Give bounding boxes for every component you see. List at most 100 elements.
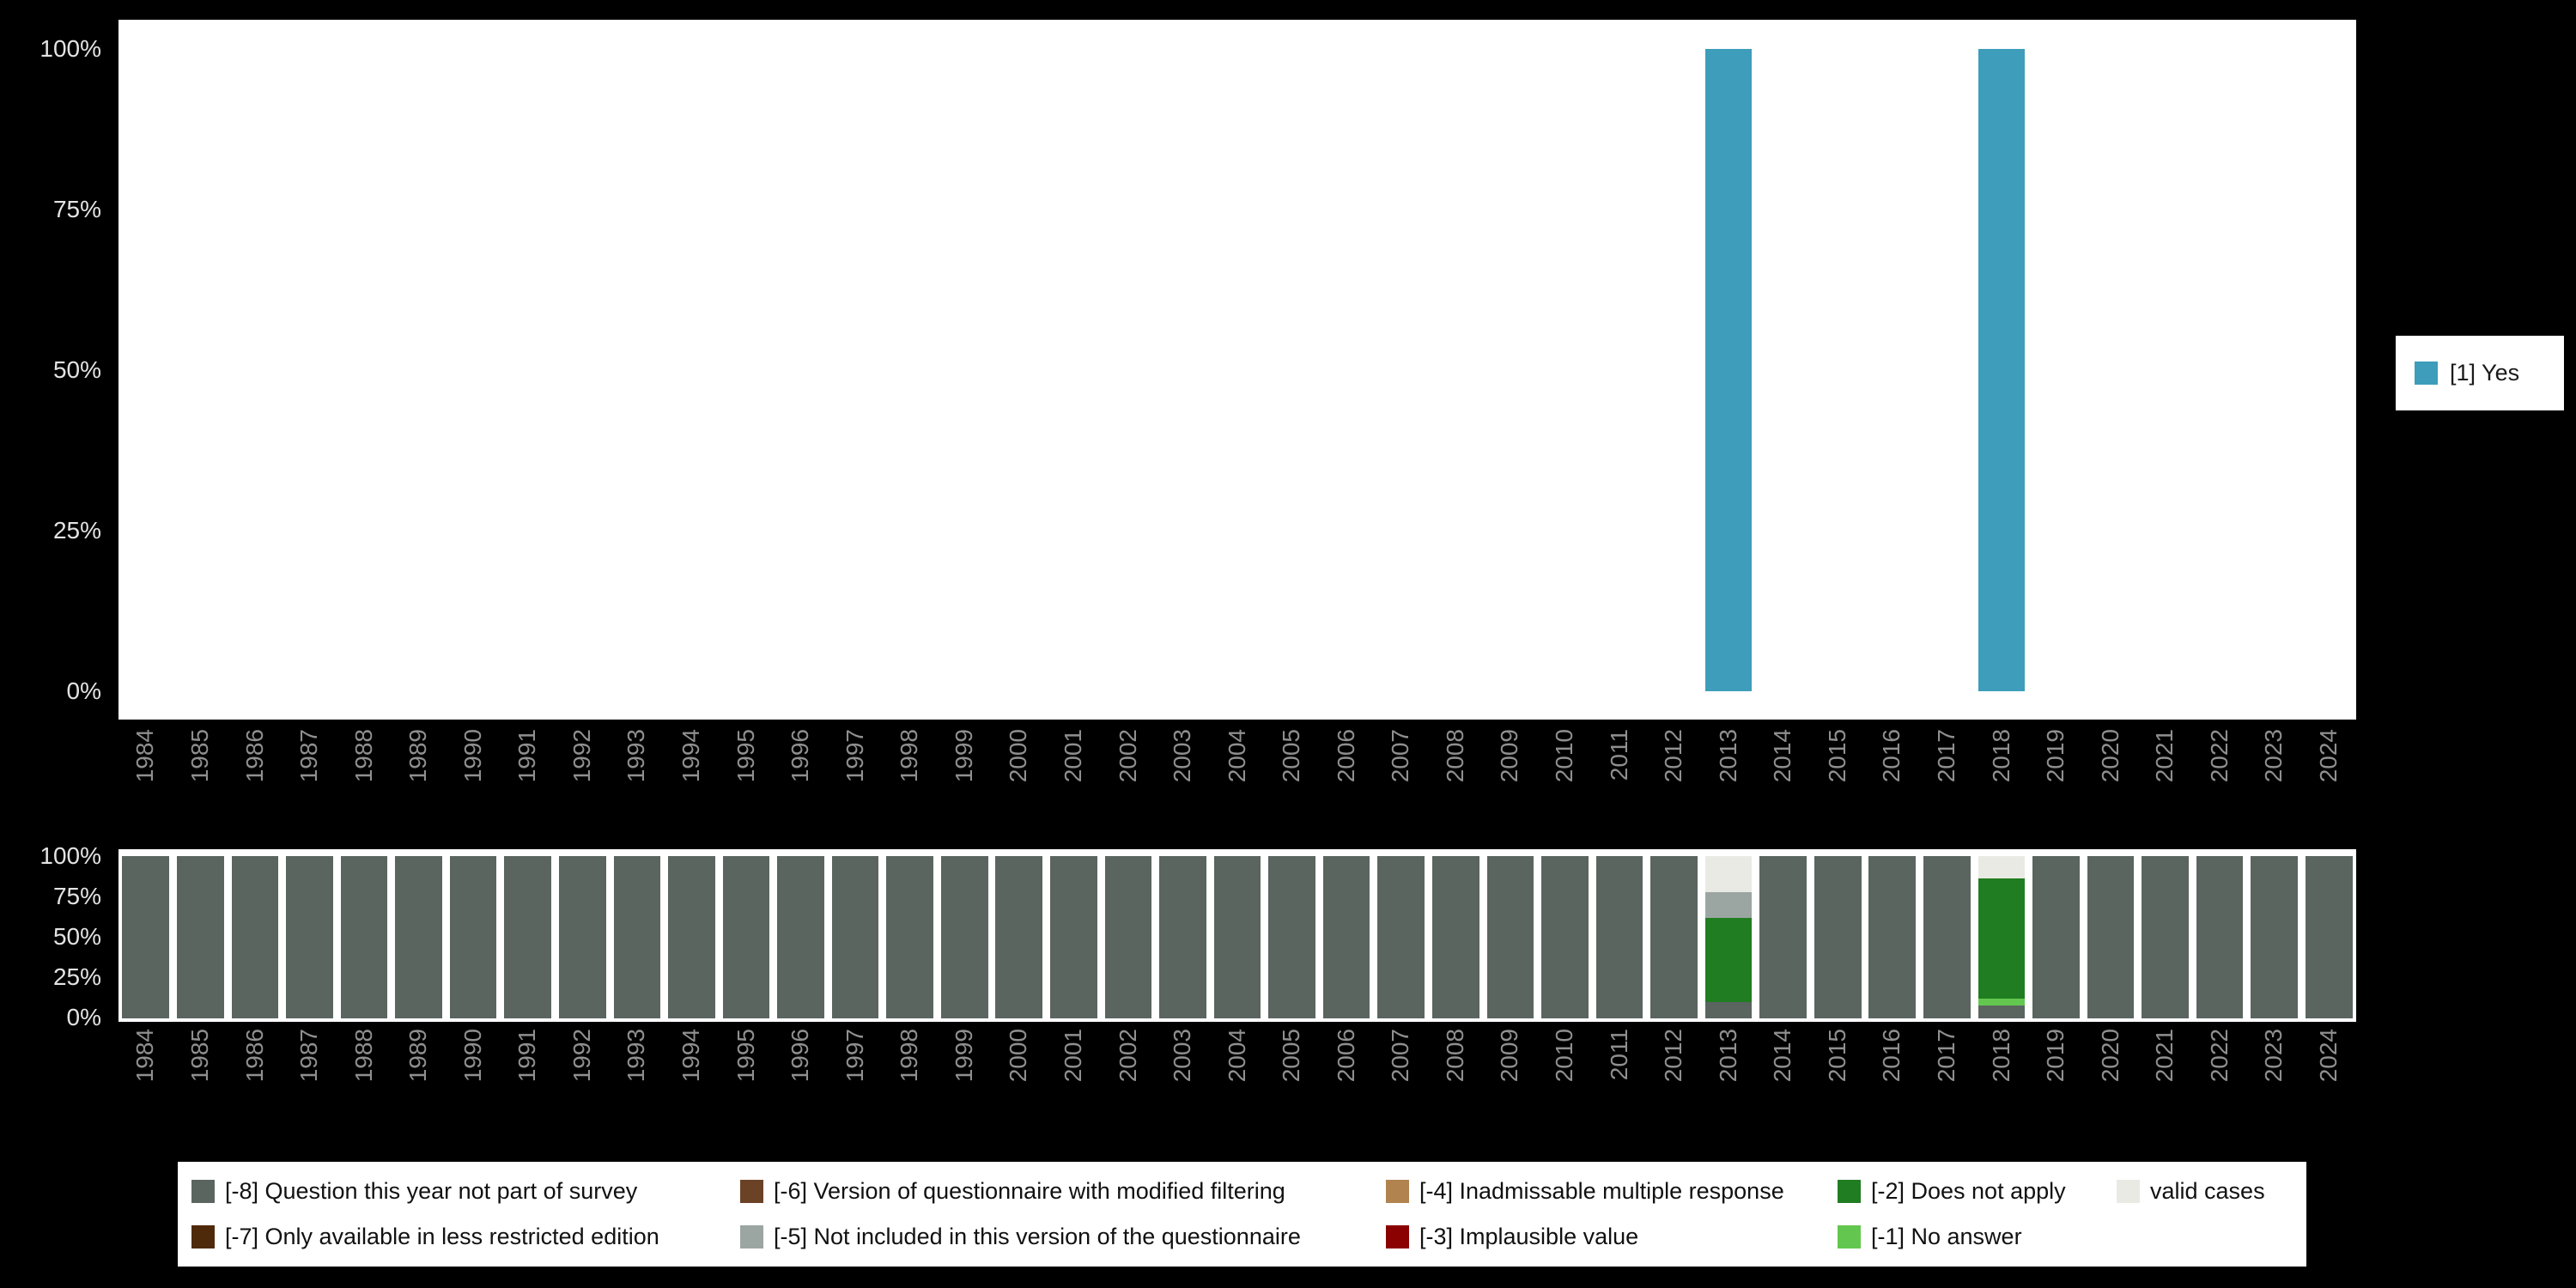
stacked-bar-2020 [2087,856,2135,1018]
bar-slot-1987 [283,49,337,691]
legend-label: [-4] Inadmissable multiple response [1419,1178,1784,1204]
x-tick-slot: 2020 [2083,729,2138,830]
stacked-bar-1997 [831,856,879,1018]
x-tick-2023: 2023 [2260,729,2287,783]
x-tick-slot: 1997 [828,729,883,830]
stacked-bar-slot-2012 [1647,856,1702,1018]
legend-swatch [1838,1225,1861,1249]
x-tick-1995: 1995 [732,729,759,783]
x-tick-slot: 2001 [1047,1029,1102,1130]
x-tick-slot: 2001 [1047,729,1102,830]
x-tick-2021: 2021 [2151,729,2178,783]
bar-slot-2008 [1429,49,1484,691]
bar-slot-1994 [665,49,720,691]
stacked-bar-slot-2017 [1920,856,1975,1018]
stacked-bar-1992 [558,856,606,1018]
segment [1431,856,1479,1018]
stacked-bar-1995 [722,856,770,1018]
legend-label: [-3] Implausible value [1419,1224,1639,1249]
bar-slot-2021 [2138,49,2193,691]
bar-slot-2004 [1210,49,1265,691]
top-chart-plot [118,20,2356,720]
bar-slot-2022 [2192,49,2247,691]
bar-slot-2017 [1920,49,1975,691]
segment [1595,856,1643,1018]
x-tick-slot: 2009 [1483,729,1538,830]
bottom-chart-plot [118,849,2356,1022]
stacked-bar-2005 [1268,856,1315,1018]
x-tick-slot: 2002 [1101,1029,1156,1130]
x-tick-2012: 2012 [1660,1029,1687,1083]
stacked-bar-slot-2021 [2138,856,2193,1018]
segment [1814,856,1862,1018]
legend-label: [-2] Does not apply [1871,1178,2066,1204]
y-tick-0%: 0% [66,1004,101,1030]
stacked-bar-slot-2005 [1265,856,1320,1018]
x-tick-slot: 1985 [173,1029,228,1130]
segment [668,856,715,1018]
stacked-bar-slot-1996 [774,856,829,1018]
x-tick-slot: 2002 [1101,729,1156,830]
legend-swatch [2117,1180,2140,1203]
legend-swatch [191,1225,215,1249]
x-tick-1998: 1998 [896,729,923,783]
x-tick-slot: 1992 [556,729,611,830]
legend-swatch [1386,1225,1409,1249]
x-tick-slot: 2007 [1374,1029,1429,1130]
x-tick-1994: 1994 [677,1029,704,1083]
stacked-bar-1993 [613,856,661,1018]
x-tick-2011: 2011 [1605,729,1632,781]
x-tick-slot: 1985 [173,729,228,830]
bottom-chart-x-axis: 1984 1985 1986 1987 1988 1989 1990 1991 1992 1993… [118,1029,2356,1130]
x-tick-1987: 1987 [295,729,323,783]
x-tick-2012: 2012 [1660,729,1687,783]
stacked-bar-slot-2009 [1483,856,1538,1018]
bar-slot-1990 [446,49,501,691]
bar-slot-1996 [774,49,829,691]
y-tick-100%: 100% [39,842,101,869]
segment [1704,917,1753,1003]
stacked-bar-slot-2011 [1592,856,1647,1018]
y-tick-50%: 50% [52,923,101,950]
bar-slot-1993 [610,49,665,691]
bar-slot-1991 [501,49,556,691]
x-tick-slot: 2008 [1429,1029,1484,1130]
x-tick-slot: 1999 [937,1029,992,1130]
x-tick-slot: 2003 [1156,1029,1211,1130]
x-tick-slot: 2010 [1538,1029,1593,1130]
stacked-bar-slot-2018 [1974,856,2029,1018]
x-tick-2013: 2013 [1714,729,1741,783]
bar-slot-1984 [118,49,173,691]
bar-slot-1995 [719,49,774,691]
bottom-chart-bars-area [118,856,2356,1018]
bar-slot-2001 [1047,49,1102,691]
x-tick-1995: 1995 [732,1029,759,1083]
stacked-bar-slot-2022 [2192,856,2247,1018]
stacked-bar-slot-2006 [1319,856,1374,1018]
x-tick-slot: 2011 [1592,1029,1647,1130]
stacked-bar-1988 [340,856,388,1018]
y-tick-25%: 25% [52,517,101,544]
bar-slot-2012 [1647,49,1702,691]
x-tick-2000: 2000 [1005,1029,1032,1083]
x-tick-slot: 1994 [665,1029,720,1130]
stacked-bar-slot-1984 [118,856,173,1018]
stacked-bar-1986 [231,856,279,1018]
top-chart-x-axis: 1984 1985 1986 1987 1988 1989 1990 1991 1992 1993… [118,729,2356,830]
x-tick-slot: 2019 [2029,1029,2084,1130]
legend-label: [-7] Only available in less restricted e… [225,1224,659,1249]
bar-slot-2023 [2247,49,2302,691]
x-tick-2008: 2008 [1441,729,1468,783]
x-tick-1998: 1998 [896,1029,923,1083]
x-tick-2005: 2005 [1278,729,1305,783]
x-tick-1992: 1992 [568,729,595,783]
x-tick-slot: 1993 [610,1029,665,1130]
x-tick-slot: 2024 [2302,1029,2357,1130]
x-tick-2022: 2022 [2205,1029,2233,1083]
legend-label: [-6] Version of questionnaire with modif… [774,1178,1285,1204]
bar-slot-2009 [1483,49,1538,691]
x-tick-slot: 2016 [1865,729,1920,830]
segment [1978,878,2026,999]
x-tick-1994: 1994 [677,729,704,783]
stacked-bar-slot-1989 [392,856,447,1018]
